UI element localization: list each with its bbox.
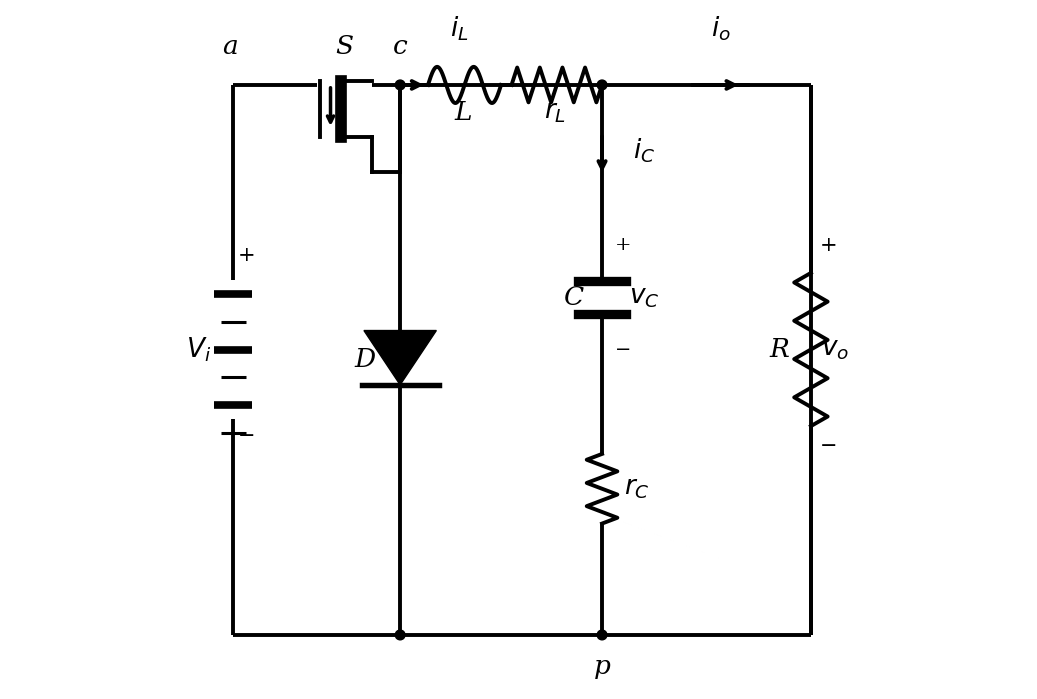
Text: C: C — [564, 284, 584, 310]
Text: +: + — [615, 236, 632, 254]
Text: $i_o$: $i_o$ — [710, 15, 730, 43]
Circle shape — [597, 80, 607, 89]
Circle shape — [395, 80, 405, 89]
Text: R: R — [769, 337, 789, 362]
Text: +: + — [819, 236, 837, 254]
Text: $i_C$: $i_C$ — [633, 137, 655, 166]
Text: −: − — [239, 427, 256, 446]
Text: +: + — [239, 246, 256, 265]
Circle shape — [597, 630, 607, 640]
Text: $r_L$: $r_L$ — [544, 100, 566, 125]
Text: $V_i$: $V_i$ — [186, 336, 211, 363]
Text: $i_L$: $i_L$ — [450, 15, 469, 43]
Text: −: − — [615, 340, 632, 359]
Text: S: S — [335, 34, 354, 59]
Text: $v_C$: $v_C$ — [628, 284, 660, 310]
Text: a: a — [222, 34, 237, 59]
Text: L: L — [454, 100, 472, 125]
Text: $r_C$: $r_C$ — [624, 476, 650, 501]
Text: p: p — [593, 654, 611, 679]
Text: c: c — [393, 34, 408, 59]
Text: D: D — [355, 347, 375, 373]
Text: −: − — [819, 438, 837, 456]
Polygon shape — [364, 331, 437, 385]
Text: $v_o$: $v_o$ — [821, 337, 849, 362]
Circle shape — [395, 630, 405, 640]
